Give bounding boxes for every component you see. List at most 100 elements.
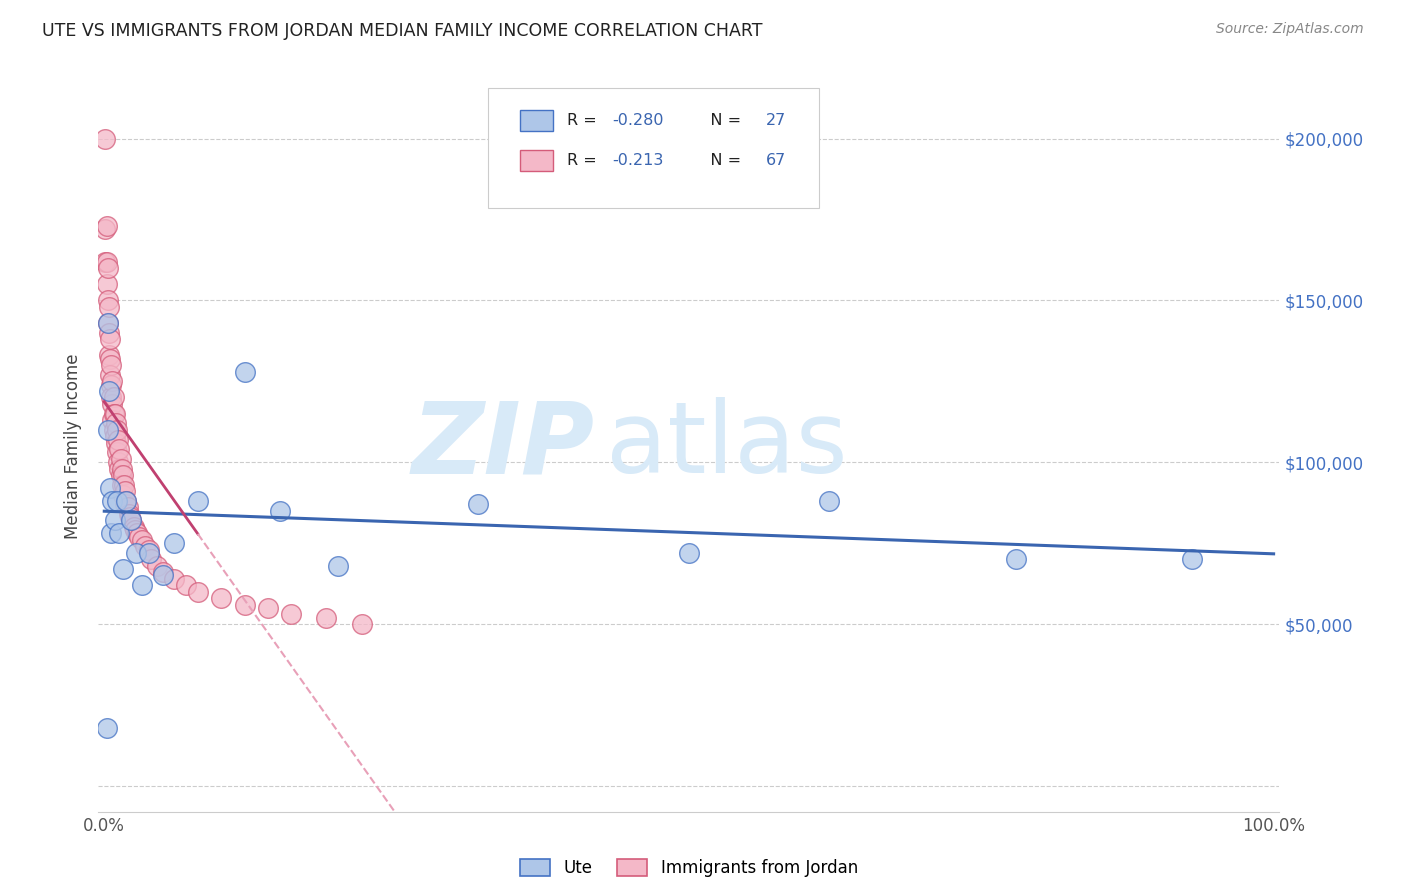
Point bbox=[112, 478, 135, 492]
Point bbox=[97, 326, 120, 340]
Point bbox=[104, 435, 127, 450]
Point bbox=[97, 316, 120, 330]
Point bbox=[103, 391, 125, 405]
Point bbox=[110, 468, 132, 483]
Text: N =: N = bbox=[695, 153, 747, 169]
Point bbox=[269, 504, 291, 518]
Text: R =: R = bbox=[567, 113, 602, 128]
Point bbox=[146, 558, 169, 573]
Point bbox=[100, 526, 122, 541]
Legend: Ute, Immigrants from Jordan: Ute, Immigrants from Jordan bbox=[513, 853, 865, 884]
Point bbox=[110, 452, 132, 467]
Point bbox=[94, 131, 117, 145]
Point bbox=[94, 254, 117, 268]
Point bbox=[138, 542, 160, 557]
Point bbox=[117, 500, 139, 515]
Point bbox=[97, 300, 120, 314]
Point bbox=[467, 497, 489, 511]
Y-axis label: Median Family Income: Median Family Income bbox=[65, 353, 83, 539]
Point bbox=[138, 546, 160, 560]
Point bbox=[98, 481, 121, 495]
Point bbox=[163, 536, 186, 550]
Point bbox=[105, 494, 128, 508]
Point bbox=[209, 591, 232, 606]
FancyBboxPatch shape bbox=[488, 87, 818, 209]
Point bbox=[107, 455, 129, 469]
Text: -0.213: -0.213 bbox=[612, 153, 664, 169]
Point bbox=[122, 520, 145, 534]
Point bbox=[152, 568, 174, 582]
Text: ZIP: ZIP bbox=[412, 398, 595, 494]
Point bbox=[104, 417, 127, 431]
Point bbox=[131, 533, 153, 547]
Text: 27: 27 bbox=[766, 113, 786, 128]
Point bbox=[111, 468, 134, 483]
Point bbox=[134, 539, 156, 553]
Point bbox=[97, 293, 120, 308]
Point bbox=[97, 423, 120, 437]
Point bbox=[187, 584, 209, 599]
Point bbox=[818, 494, 841, 508]
Point bbox=[120, 513, 142, 527]
Point bbox=[97, 260, 120, 275]
Point bbox=[98, 332, 121, 346]
Point bbox=[101, 413, 124, 427]
Point bbox=[111, 487, 134, 501]
Point bbox=[257, 600, 280, 615]
Point bbox=[124, 523, 146, 537]
Point bbox=[315, 610, 337, 624]
Bar bbox=[520, 151, 553, 171]
Point bbox=[103, 423, 125, 437]
Text: -0.280: -0.280 bbox=[612, 113, 664, 128]
Point bbox=[128, 530, 150, 544]
Text: Source: ZipAtlas.com: Source: ZipAtlas.com bbox=[1216, 22, 1364, 37]
Point bbox=[100, 377, 122, 392]
Text: N =: N = bbox=[695, 113, 747, 128]
Point bbox=[105, 423, 128, 437]
Point bbox=[187, 494, 209, 508]
Point bbox=[107, 433, 129, 447]
Point bbox=[114, 497, 136, 511]
Point bbox=[350, 617, 373, 632]
Point bbox=[104, 429, 127, 443]
Point bbox=[97, 384, 120, 398]
Text: UTE VS IMMIGRANTS FROM JORDAN MEDIAN FAMILY INCOME CORRELATION CHART: UTE VS IMMIGRANTS FROM JORDAN MEDIAN FAM… bbox=[42, 22, 762, 40]
Point bbox=[174, 578, 197, 592]
Point bbox=[233, 365, 256, 379]
Point bbox=[678, 546, 700, 560]
Point bbox=[96, 721, 118, 735]
Point bbox=[114, 484, 136, 499]
Point bbox=[118, 507, 141, 521]
Text: atlas: atlas bbox=[606, 398, 848, 494]
Point bbox=[139, 552, 162, 566]
Point bbox=[97, 348, 120, 362]
Point bbox=[125, 526, 148, 541]
Text: R =: R = bbox=[567, 153, 602, 169]
Point bbox=[108, 442, 131, 457]
Point bbox=[115, 494, 138, 508]
Point bbox=[152, 566, 174, 580]
Point bbox=[233, 598, 256, 612]
Text: 67: 67 bbox=[766, 153, 786, 169]
Point bbox=[111, 562, 134, 576]
Point bbox=[1181, 552, 1204, 566]
Point bbox=[94, 222, 117, 236]
Point bbox=[111, 461, 134, 475]
Point bbox=[118, 510, 141, 524]
Point bbox=[108, 461, 131, 475]
Point bbox=[98, 351, 121, 366]
Point bbox=[131, 578, 153, 592]
Bar bbox=[520, 111, 553, 131]
Point bbox=[108, 526, 131, 541]
Point bbox=[1005, 552, 1028, 566]
Point bbox=[96, 219, 118, 233]
Point bbox=[111, 478, 134, 492]
Point bbox=[97, 316, 120, 330]
Point bbox=[105, 445, 128, 459]
Point bbox=[101, 494, 124, 508]
Point bbox=[98, 368, 121, 382]
Point bbox=[96, 277, 118, 292]
Point bbox=[104, 407, 127, 421]
Point bbox=[96, 254, 118, 268]
Point bbox=[115, 494, 138, 508]
